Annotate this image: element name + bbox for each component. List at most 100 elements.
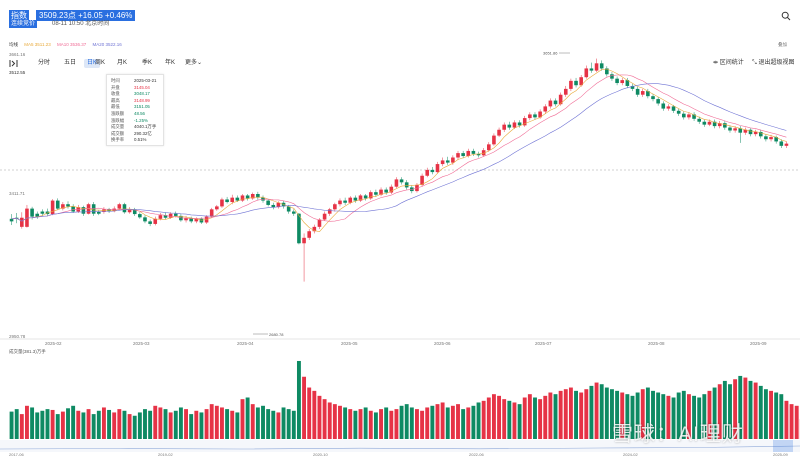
candle[interactable] [302, 237, 306, 244]
exit-fullscreen-button[interactable]: ⤡ 退出超级视图 [752, 59, 795, 68]
candle[interactable] [399, 179, 404, 183]
candle[interactable] [753, 131, 758, 135]
candle[interactable] [538, 111, 542, 118]
candle[interactable] [461, 153, 465, 157]
candle[interactable] [769, 137, 773, 140]
candle[interactable] [651, 96, 655, 100]
candle[interactable] [738, 128, 743, 133]
candle[interactable] [379, 189, 383, 195]
candle[interactable] [563, 88, 568, 95]
more-periods-button[interactable]: 更多⌄ [182, 59, 205, 68]
navigator-window[interactable] [773, 440, 793, 452]
candle[interactable] [533, 114, 537, 118]
candle[interactable] [271, 204, 276, 208]
candle[interactable] [374, 192, 378, 195]
candle[interactable] [481, 150, 486, 156]
candle[interactable] [404, 182, 409, 188]
candle[interactable] [574, 80, 578, 86]
candle[interactable] [671, 106, 676, 111]
candle[interactable] [363, 195, 368, 199]
candle[interactable] [199, 218, 204, 223]
overlay-settings-button[interactable]: 叠加 [778, 42, 787, 47]
candle[interactable] [553, 100, 558, 105]
candle[interactable] [389, 186, 394, 193]
period-tab-day[interactable]: 日K [84, 59, 101, 68]
candle[interactable] [440, 160, 445, 165]
candle[interactable] [30, 208, 34, 217]
candle[interactable] [35, 213, 40, 217]
search-icon[interactable] [781, 11, 791, 21]
candle[interactable] [497, 129, 501, 136]
candle[interactable] [646, 91, 650, 97]
candle[interactable] [122, 204, 127, 213]
candle[interactable] [625, 80, 630, 86]
candle[interactable] [682, 113, 686, 118]
candle[interactable] [327, 209, 332, 214]
candle[interactable] [317, 219, 322, 227]
candle[interactable] [173, 213, 178, 216]
candle[interactable] [784, 143, 789, 146]
candle[interactable] [312, 226, 317, 232]
candle[interactable] [40, 211, 45, 214]
candle[interactable] [687, 114, 691, 118]
candle[interactable] [707, 121, 712, 125]
candle[interactable] [712, 121, 717, 127]
candle[interactable] [512, 122, 517, 128]
candle[interactable] [333, 204, 337, 210]
candle[interactable] [522, 118, 527, 126]
candle[interactable] [91, 204, 96, 214]
candle[interactable] [307, 231, 311, 238]
candle[interactable] [635, 88, 640, 95]
candle[interactable] [138, 214, 142, 218]
candle[interactable] [194, 218, 199, 222]
candle[interactable] [487, 144, 491, 151]
candle[interactable] [230, 197, 235, 203]
candle[interactable] [656, 99, 660, 104]
candle[interactable] [55, 200, 60, 209]
candle[interactable] [117, 204, 122, 209]
candle[interactable] [358, 195, 363, 201]
candle[interactable] [250, 194, 255, 199]
candle[interactable] [384, 189, 388, 193]
candle[interactable] [71, 206, 75, 212]
candle[interactable] [620, 80, 625, 84]
candle[interactable] [168, 213, 173, 218]
candle[interactable] [292, 211, 296, 214]
candle[interactable] [81, 207, 86, 214]
candle[interactable] [66, 204, 70, 207]
candle[interactable] [297, 213, 301, 244]
candle[interactable] [589, 68, 594, 71]
candle[interactable] [758, 131, 763, 137]
candle[interactable] [764, 136, 768, 140]
candle[interactable] [338, 200, 342, 205]
candle[interactable] [451, 157, 455, 163]
period-tab-5day[interactable]: 五日 [64, 60, 77, 66]
candle[interactable] [286, 206, 291, 212]
period-tab-week[interactable]: 周K [95, 60, 106, 66]
candle[interactable] [50, 200, 55, 215]
candle[interactable] [748, 129, 753, 135]
candle[interactable] [610, 74, 614, 79]
candle[interactable] [599, 63, 604, 69]
candle[interactable] [220, 199, 224, 207]
candle[interactable] [615, 78, 619, 84]
candle[interactable] [163, 215, 168, 218]
candle[interactable] [697, 118, 701, 122]
candle[interactable] [322, 213, 327, 220]
candle[interactable] [420, 175, 424, 185]
candle[interactable] [507, 124, 512, 128]
candle[interactable] [343, 200, 347, 203]
candle[interactable] [605, 68, 609, 75]
candle[interactable] [209, 209, 214, 217]
candle[interactable] [266, 200, 270, 205]
candle[interactable] [9, 218, 14, 222]
candle[interactable] [466, 150, 471, 157]
candle[interactable] [456, 153, 460, 158]
candle[interactable] [235, 197, 240, 201]
candle[interactable] [733, 128, 737, 131]
candle[interactable] [528, 114, 532, 119]
candle[interactable] [692, 114, 696, 119]
candle[interactable] [127, 209, 132, 213]
candle[interactable] [245, 195, 250, 199]
period-tab-year[interactable]: 年K [165, 60, 176, 66]
